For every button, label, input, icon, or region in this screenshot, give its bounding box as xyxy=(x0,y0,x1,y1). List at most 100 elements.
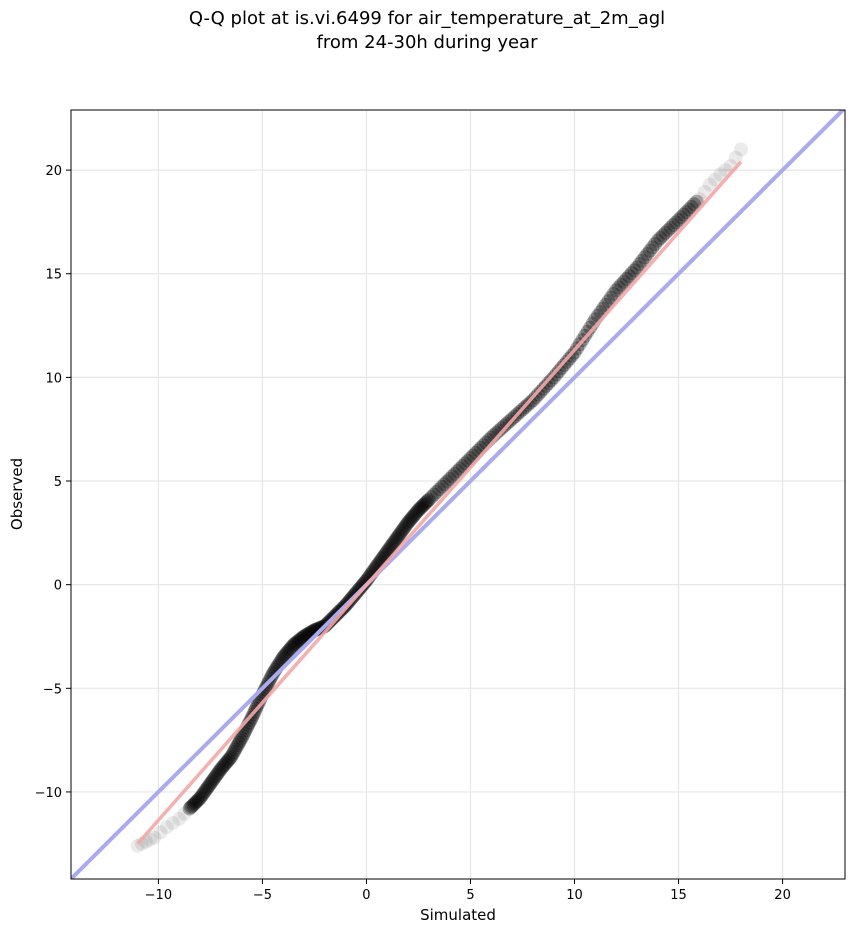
quantile-point xyxy=(525,393,540,408)
quantile-point xyxy=(219,755,234,770)
quantile-point xyxy=(193,791,207,806)
quantile-point xyxy=(684,199,699,214)
quantile-point xyxy=(258,682,273,697)
quantile-point xyxy=(629,260,644,275)
quantile-point xyxy=(429,484,444,499)
x-axis-ticks: −10 −5 0 5 10 15 20 xyxy=(145,879,791,903)
quantile-point xyxy=(403,512,418,527)
quantile-point xyxy=(153,825,168,840)
quantile-point xyxy=(190,793,205,808)
quantile-point xyxy=(432,482,447,497)
quantile-point xyxy=(203,776,218,791)
quantile-point xyxy=(668,215,683,230)
y-tick-label: 0 xyxy=(54,579,62,594)
quantile-point xyxy=(663,220,678,235)
quantile-point xyxy=(440,474,455,489)
quantile-point xyxy=(632,257,647,272)
quantile-point xyxy=(450,464,465,479)
quantile-point xyxy=(397,520,412,535)
quantile-point xyxy=(221,752,236,767)
quantile-point xyxy=(229,740,244,755)
quantile-point xyxy=(648,236,663,251)
quantile-point xyxy=(416,497,431,512)
quantile-point xyxy=(195,787,210,802)
quantile-point xyxy=(442,471,457,486)
quantile-point xyxy=(226,745,241,760)
quantile-point xyxy=(185,798,200,813)
quantile-point xyxy=(208,769,223,784)
quantile-point xyxy=(251,696,266,711)
fit-line xyxy=(136,160,743,845)
quantile-point xyxy=(183,800,198,815)
quantile-point xyxy=(276,650,291,665)
quantile-point xyxy=(289,635,304,650)
quantile-point xyxy=(191,792,206,807)
chart-title-line-1: Q-Q plot at is.vi.6499 for air_temperatu… xyxy=(188,8,666,29)
quantile-point xyxy=(611,280,626,295)
quantile-point xyxy=(207,771,222,786)
quantile-point xyxy=(402,513,417,528)
chart-title-line-2: from 24-30h during year xyxy=(316,32,538,53)
quantile-point xyxy=(243,712,258,727)
quantile-point xyxy=(551,364,566,379)
quantile-point xyxy=(399,517,414,532)
quantile-point xyxy=(200,780,215,795)
quantile-point xyxy=(536,381,551,396)
quantile-point xyxy=(404,510,419,525)
quantile-point xyxy=(650,233,665,248)
quantile-point xyxy=(417,496,432,511)
quantile-point xyxy=(264,669,279,684)
quantile-point xyxy=(637,250,652,265)
y-tick-label: 20 xyxy=(45,164,62,179)
quantile-point xyxy=(386,535,401,550)
quantile-point xyxy=(679,205,694,220)
one-to-one-reference-line xyxy=(71,110,845,879)
quantile-point xyxy=(213,762,228,777)
quantile-point xyxy=(533,384,548,399)
quantile-point xyxy=(235,728,250,743)
quantile-point xyxy=(546,370,561,385)
x-axis-label: Simulated xyxy=(420,906,496,924)
quantile-point xyxy=(352,581,367,596)
quantile-point xyxy=(635,253,650,268)
quantile-point xyxy=(412,501,427,516)
quantile-point xyxy=(733,142,748,157)
quantile-point xyxy=(674,210,689,225)
quantile-point xyxy=(601,294,616,309)
quantile-point xyxy=(541,376,556,391)
quantile-point xyxy=(211,765,226,780)
quantile-point xyxy=(624,266,639,281)
x-tick-label: 5 xyxy=(466,888,474,903)
quantile-point xyxy=(196,785,211,800)
quantile-point xyxy=(414,500,429,515)
quantile-point xyxy=(202,778,217,793)
quantile-point xyxy=(222,751,237,766)
quantile-point xyxy=(215,760,230,775)
quantile-point xyxy=(697,184,712,199)
quantile-point xyxy=(424,490,439,505)
quantile-point xyxy=(642,243,657,258)
quantile-point xyxy=(606,286,621,301)
quantile-point xyxy=(356,576,371,591)
quantile-point xyxy=(619,271,634,286)
quantile-point xyxy=(497,418,512,433)
quantile-point xyxy=(388,533,403,548)
quantile-point xyxy=(225,747,240,762)
quantile-point xyxy=(234,731,249,746)
quantile-point xyxy=(603,290,618,305)
quantile-point xyxy=(285,639,300,654)
quantile-point xyxy=(411,503,426,518)
quantile-point xyxy=(447,466,462,481)
quantile-point xyxy=(293,632,308,647)
quantile-point xyxy=(187,796,202,811)
quantile-point xyxy=(212,763,227,778)
quantile-point xyxy=(382,540,397,555)
quantile-point xyxy=(294,631,309,646)
y-tick-label: 15 xyxy=(45,268,62,283)
quantile-point xyxy=(204,774,219,789)
quantile-point xyxy=(280,645,295,660)
quantile-point xyxy=(134,836,149,851)
quantile-point xyxy=(531,387,546,402)
quantile-point xyxy=(206,773,221,788)
x-tick-label: −10 xyxy=(145,888,172,903)
